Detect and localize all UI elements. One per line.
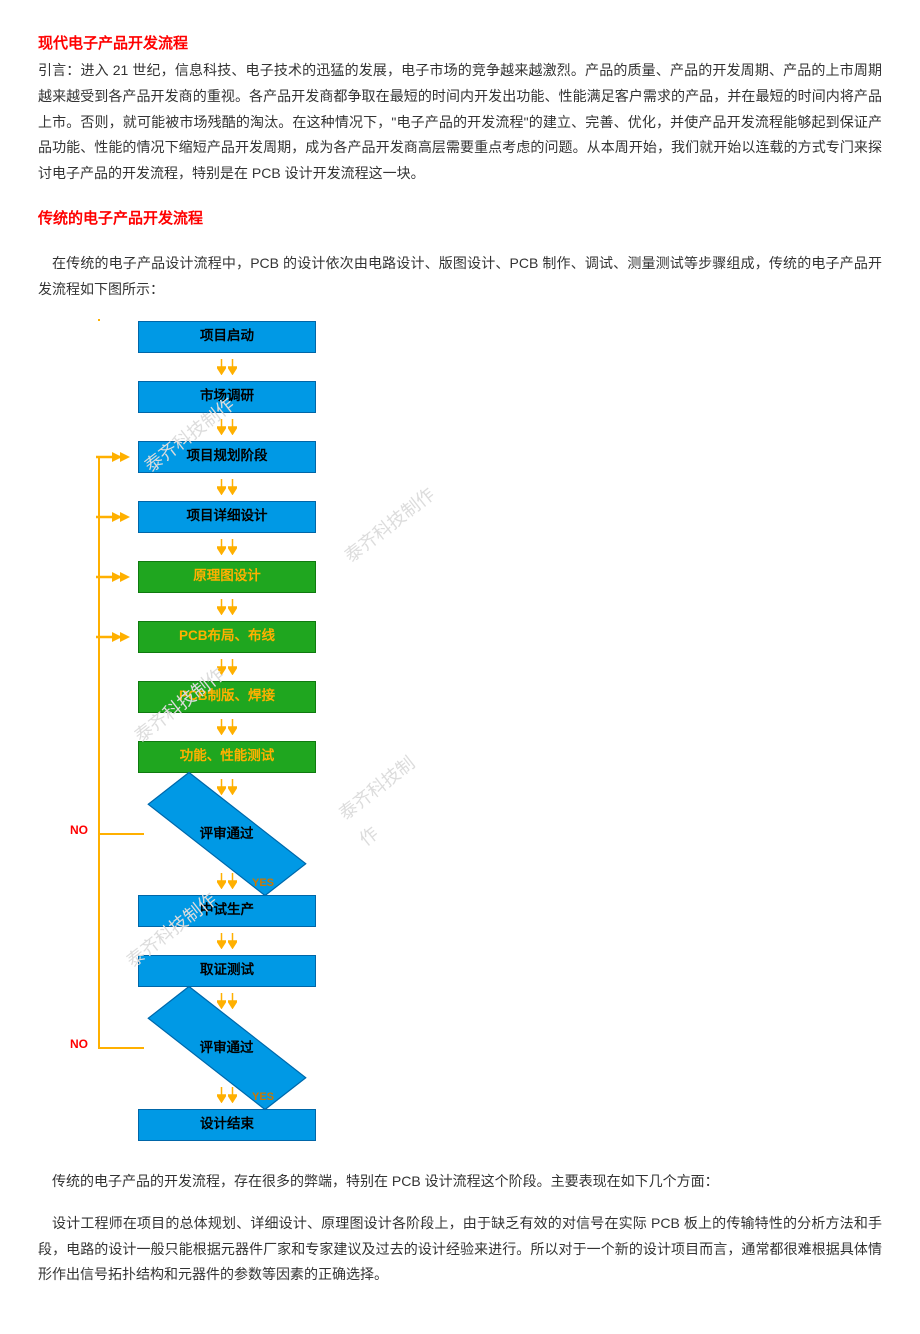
flow-node-n5: 原理图设计 bbox=[138, 561, 316, 593]
no-label: NO bbox=[70, 819, 88, 841]
flow-node-row: 中试生产 bbox=[96, 893, 446, 929]
down-arrow bbox=[132, 415, 322, 439]
down-arrow: YES bbox=[132, 869, 322, 893]
flow-node-n7: PCB制版、焊接 bbox=[138, 681, 316, 713]
feedback-h-line bbox=[98, 516, 104, 518]
flow-node-row: 项目启动 bbox=[96, 319, 446, 355]
feedback-arrow-slot bbox=[96, 953, 132, 989]
flow-node-n9: 中试生产 bbox=[138, 895, 316, 927]
flow-node-n1: 项目启动 bbox=[138, 321, 316, 353]
feedback-from-decision bbox=[98, 1047, 144, 1049]
down-arrow bbox=[132, 355, 322, 379]
feedback-arrow-slot bbox=[96, 319, 132, 355]
flow-node-n10: 取证测试 bbox=[138, 955, 316, 987]
para-after-chart-1: 传统的电子产品的开发流程，存在很多的弊端，特别在 PCB 设计流程这个阶段。主要… bbox=[38, 1169, 882, 1195]
feedback-from-decision bbox=[98, 833, 144, 835]
intro-paragraph: 引言：进入 21 世纪，信息科技、电子技术的迅猛的发展，电子市场的竞争越来越激烈… bbox=[38, 58, 882, 187]
feedback-arrow-slot bbox=[96, 739, 132, 775]
flow-node-row: 项目规划阶段 bbox=[96, 439, 446, 475]
decision-row: 评审通过NO bbox=[132, 1013, 446, 1083]
feedback-h-line bbox=[98, 576, 104, 578]
feedback-h-line bbox=[98, 456, 104, 458]
feedback-arrow-slot bbox=[96, 1107, 132, 1143]
flowchart: 项目启动市场调研项目规划阶段项目详细设计原理图设计 PCB布局、布线 PCB制版、焊… bbox=[96, 319, 446, 1143]
flow-node-n3: 项目规划阶段 bbox=[138, 441, 316, 473]
flow-node-n2: 市场调研 bbox=[138, 381, 316, 413]
flow-node-row: PCB布局、布线 bbox=[96, 619, 446, 655]
flow-node-row: 市场调研 bbox=[96, 379, 446, 415]
decision-row: 评审通过NO bbox=[132, 799, 446, 869]
section-title: 传统的电子产品开发流程 bbox=[38, 205, 882, 233]
down-arrow bbox=[132, 475, 322, 499]
flow-node-n11: 设计结束 bbox=[138, 1109, 316, 1141]
flow-node-row: 取证测试 bbox=[96, 953, 446, 989]
feedback-arrow-slot bbox=[96, 893, 132, 929]
yes-label: YES bbox=[252, 1087, 274, 1107]
down-arrow bbox=[132, 535, 322, 559]
flow-node-n6: PCB布局、布线 bbox=[138, 621, 316, 653]
flow-node-row: 设计结束 bbox=[96, 1107, 446, 1143]
flow-node-n8: 功能、性能测试 bbox=[138, 741, 316, 773]
down-arrow bbox=[132, 655, 322, 679]
flow-node-row: PCB制版、焊接 bbox=[96, 679, 446, 715]
feedback-arrow-slot bbox=[96, 679, 132, 715]
down-arrow bbox=[132, 715, 322, 739]
yes-label: YES bbox=[252, 873, 274, 893]
no-label: NO bbox=[70, 1033, 88, 1055]
down-arrow bbox=[132, 929, 322, 953]
feedback-arrow-slot bbox=[96, 379, 132, 415]
flow-node-row: 项目详细设计 bbox=[96, 499, 446, 535]
para-after-chart-2: 设计工程师在项目的总体规划、详细设计、原理图设计各阶段上，由于缺乏有效的对信号在… bbox=[38, 1211, 882, 1289]
flow-node-n4: 项目详细设计 bbox=[138, 501, 316, 533]
down-arrow: YES bbox=[132, 1083, 322, 1107]
para-before-chart: 在传统的电子产品设计流程中，PCB 的设计依次由电路设计、版图设计、PCB 制作… bbox=[38, 251, 882, 303]
flow-node-row: 功能、性能测试 bbox=[96, 739, 446, 775]
main-title: 现代电子产品开发流程 bbox=[38, 30, 882, 58]
flow-node-row: 原理图设计 bbox=[96, 559, 446, 595]
feedback-h-line bbox=[98, 636, 104, 638]
down-arrow bbox=[132, 595, 322, 619]
feedback-vertical-line bbox=[98, 457, 100, 1048]
